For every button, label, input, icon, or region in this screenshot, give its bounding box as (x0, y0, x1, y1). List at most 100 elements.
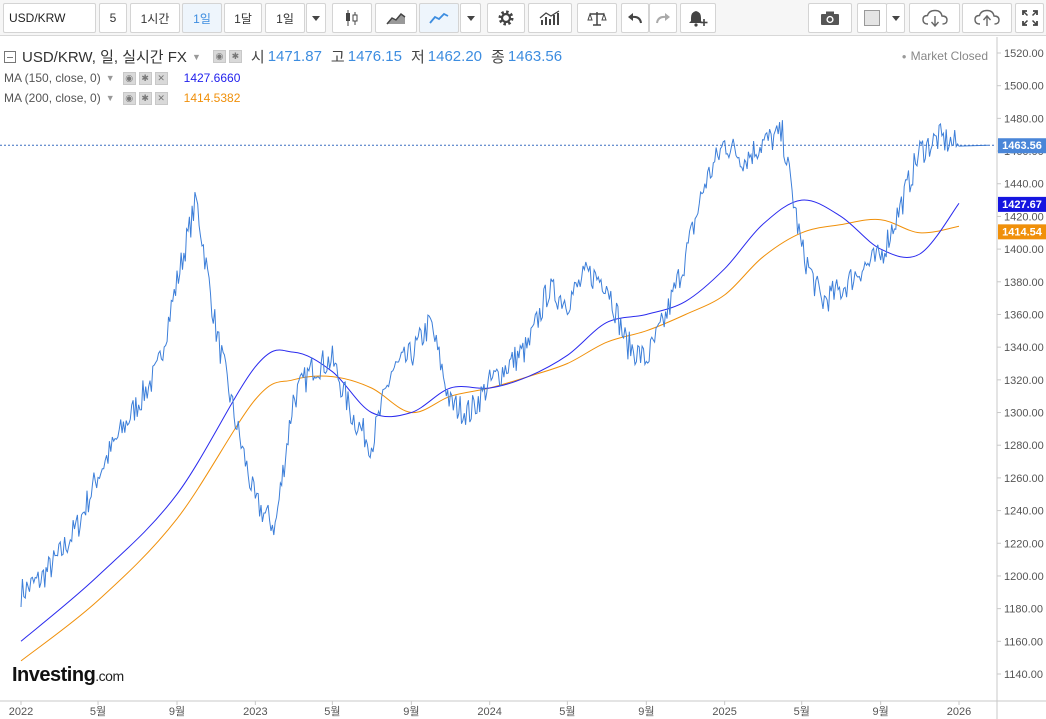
interval-1day-button[interactable]: 1일 (182, 3, 222, 33)
open-label: 시 (250, 49, 265, 66)
candlestick-icon[interactable] (332, 3, 372, 33)
ma200-price-tag: 1414.54 (998, 224, 1046, 240)
undo-icon[interactable] (621, 3, 649, 33)
settings-icon[interactable]: ✱ (228, 50, 242, 63)
y-tick-label: 1320.00 (1004, 375, 1044, 387)
area-chart-icon[interactable] (375, 3, 417, 33)
close-label: 종 (491, 49, 505, 66)
investing-logo: Investing.com (12, 664, 124, 687)
ma200-visibility-icon[interactable]: ◉ (122, 91, 136, 105)
ma200-line (20, 218, 960, 662)
last-price-tag: 1463.56 (998, 138, 1046, 154)
x-tick-label: 5월 (559, 705, 575, 718)
market-status: Market Closed (902, 49, 988, 63)
legend-title: USD/KRW, 일, 실시간 FX (22, 49, 187, 66)
logo-domain: .com (95, 668, 124, 684)
x-tick-label: 5월 (90, 705, 106, 718)
ma150-visibility-icon[interactable]: ◉ (122, 71, 136, 85)
ma200-settings-icon[interactable]: ✱ (138, 91, 152, 105)
ma200-price-tag-text: 1414.54 (1002, 226, 1043, 238)
last-price-tag-bg (998, 138, 1046, 154)
y-tick-label: 1480.00 (1004, 113, 1044, 125)
ma200-legend: MA (200, close, 0) ▼ ◉ ✱ ✕ 1414.5382 (4, 91, 240, 105)
ma150-price-tag-text: 1427.67 (1002, 199, 1042, 211)
ma150-legend: MA (150, close, 0) ▼ ◉ ✱ ✕ 1427.6660 (4, 71, 240, 85)
chart-type-dropdown-icon[interactable] (460, 3, 481, 33)
y-tick-label: 1240.00 (1004, 506, 1044, 518)
y-tick-label: 1380.00 (1004, 277, 1044, 289)
indicators-icon[interactable] (528, 3, 572, 33)
interval-1month-button[interactable]: 1달 (224, 3, 262, 33)
low-value: 1462.20 (427, 48, 483, 65)
x-tick-label: 5월 (324, 705, 340, 718)
high-label: 고 (330, 49, 345, 66)
y-tick-label: 1440.00 (1004, 179, 1044, 191)
gear-icon[interactable] (487, 3, 525, 33)
y-tick-label: 1400.00 (1004, 244, 1044, 256)
y-tick-label: 1520.00 (1004, 48, 1044, 60)
legend-dropdown-icon[interactable]: ▼ (191, 51, 201, 62)
ma200-remove-icon[interactable]: ✕ (154, 91, 168, 105)
ma150-line (20, 199, 960, 642)
ma150-price-tag-bg (998, 196, 1046, 212)
y-tick-label: 1420.00 (1004, 211, 1044, 223)
y-tick-label: 1280.00 (1004, 440, 1044, 452)
close-value: 1463.56 (507, 48, 563, 65)
y-tick-label: 1340.00 (1004, 342, 1044, 354)
ma200-dropdown-icon[interactable]: ▼ (105, 93, 115, 103)
interval-1hour-button[interactable]: 1시간 (130, 3, 180, 33)
cloud-upload-icon[interactable] (962, 3, 1012, 33)
logo-name: Investing (12, 664, 96, 686)
redo-icon[interactable] (649, 3, 677, 33)
y-tick-label: 1220.00 (1004, 538, 1044, 550)
x-tick-label: 2025 (712, 706, 736, 718)
y-tick-label: 1180.00 (1004, 604, 1043, 616)
color-dropdown-icon[interactable] (886, 3, 905, 33)
x-tick-label: 2023 (243, 706, 267, 718)
y-tick-label: 1360.00 (1004, 309, 1044, 321)
line-chart-icon[interactable] (419, 3, 459, 33)
ma150-value: 1427.6660 (183, 71, 241, 85)
alert-bell-icon[interactable] (680, 3, 716, 33)
x-tick-label: 9월 (873, 705, 889, 718)
interval-custom-button[interactable]: 1일 (265, 3, 305, 33)
ma150-remove-icon[interactable]: ✕ (154, 71, 168, 85)
y-tick-label: 1300.00 (1004, 408, 1044, 420)
y-tick-label: 1500.00 (1004, 81, 1044, 93)
x-tick-label: 9월 (638, 705, 654, 718)
x-tick-label: 5월 (794, 705, 810, 718)
ma150-settings-icon[interactable]: ✱ (138, 71, 152, 85)
camera-icon[interactable] (808, 3, 852, 33)
x-tick-label: 9월 (403, 705, 419, 718)
x-tick-label: 2022 (9, 706, 33, 718)
y-tick-label: 1140.00 (1004, 669, 1043, 681)
y-tick-label: 1200.00 (1004, 571, 1044, 583)
chart-axes: 1140.00 1160.00 1180.00 1200.00 1220.00 1240.… (0, 37, 1046, 719)
visibility-icon[interactable]: ◉ (212, 50, 226, 63)
ma200-label: MA (200, close, 0) (4, 91, 101, 105)
open-value: 1471.87 (267, 48, 322, 65)
symbol-input[interactable]: USD/KRW (3, 3, 96, 33)
fullscreen-icon[interactable] (1015, 3, 1044, 33)
ma150-label: MA (150, close, 0) (4, 71, 101, 85)
chart-toolbar: USD/KRW 5 1시간 1일 1달 1일 (0, 0, 1046, 36)
x-tick-label: 9월 (169, 705, 185, 718)
scale-icon[interactable] (577, 3, 617, 33)
color-box-icon[interactable] (857, 3, 887, 33)
x-tick-label: 2024 (477, 706, 501, 718)
main-legend: USD/KRW, 일, 실시간 FX ▼ ◉ ✱ 시 1471.87 고 147… (4, 46, 562, 67)
price-labels: 1463.56 1427.67 1414.54 (998, 138, 1046, 240)
interval-5min-button[interactable]: 5 (99, 3, 127, 33)
interval-dropdown-icon[interactable] (306, 3, 326, 33)
price-line (20, 120, 989, 608)
collapse-legend-icon[interactable] (4, 50, 16, 63)
y-tick-label: 1160.00 (1004, 636, 1043, 648)
cloud-download-icon[interactable] (909, 3, 960, 33)
low-label: 저 (410, 49, 425, 66)
x-tick-label: 2026 (947, 706, 971, 718)
high-value: 1476.15 (347, 48, 402, 65)
ma150-dropdown-icon[interactable]: ▼ (105, 73, 115, 83)
ma150-price-tag: 1427.67 (998, 196, 1046, 212)
last-price-tag-text: 1463.56 (1002, 140, 1042, 152)
price-chart[interactable]: 1140.00 1160.00 1180.00 1200.00 1220.00 1240.… (0, 37, 1046, 719)
